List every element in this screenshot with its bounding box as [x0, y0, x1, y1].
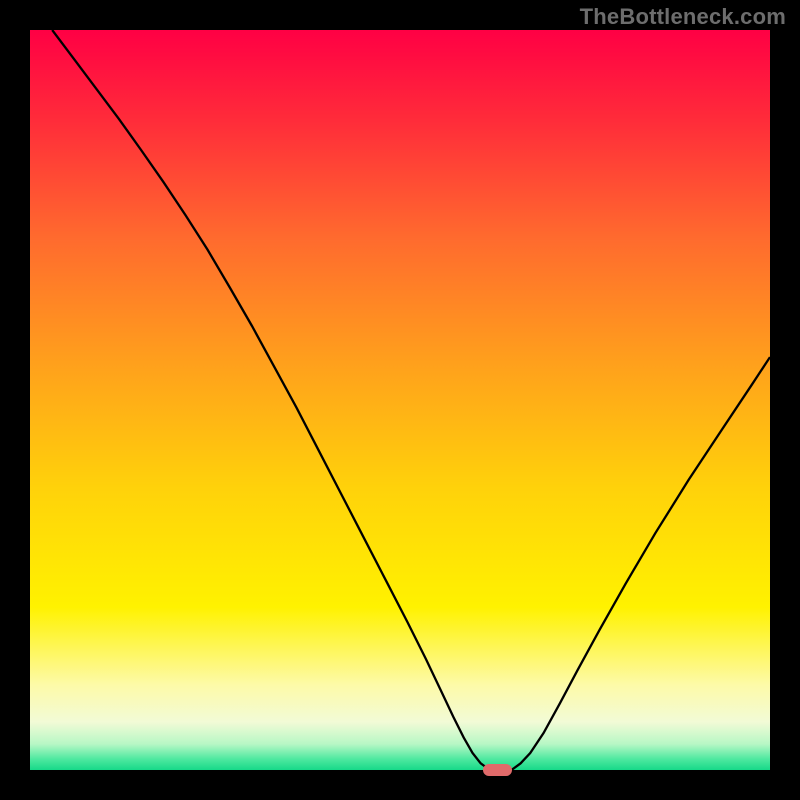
watermark-text: TheBottleneck.com	[580, 4, 786, 30]
chart-frame: TheBottleneck.com	[0, 0, 800, 800]
plot-svg	[30, 30, 770, 770]
min-marker	[483, 764, 513, 777]
plot-area	[30, 30, 770, 770]
gradient-background	[30, 30, 770, 770]
